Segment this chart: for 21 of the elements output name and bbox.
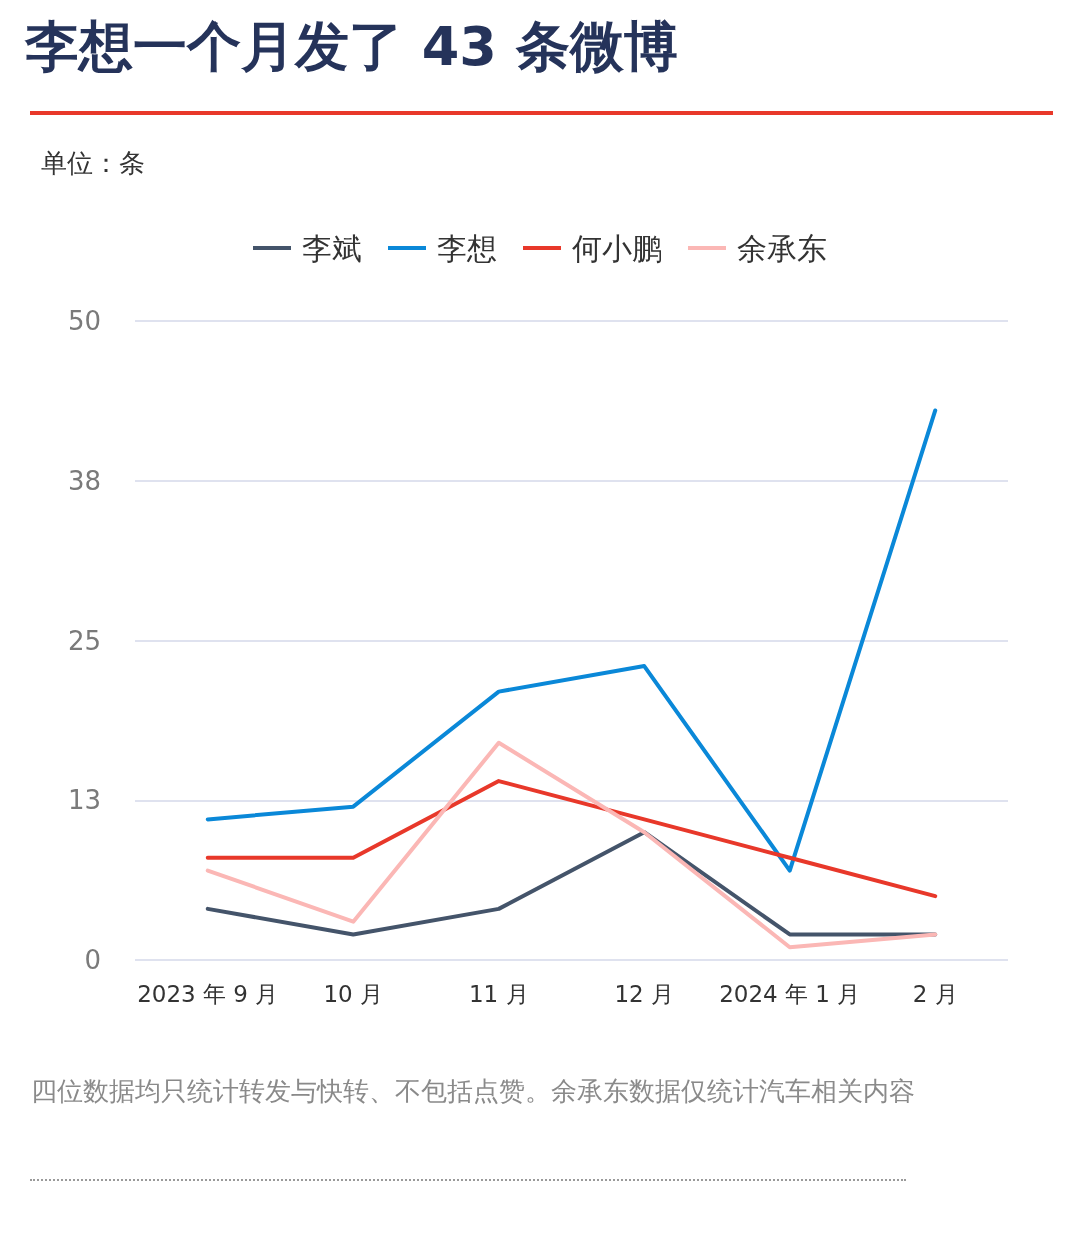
y-tick-label: 50 [67,306,101,336]
x-tick-label: 2 月 [912,980,958,1007]
legend-label: 李斌 [302,230,362,266]
y-tick-label: 38 [67,465,101,496]
line-series [205,779,938,899]
chart-title: 李想一个月发了 43 条微博 [24,14,678,78]
legend-label: 何小鹏 [572,230,662,266]
x-tick-label: 2023 年 9 月 [137,980,279,1007]
legend-label: 余承东 [737,230,827,266]
y-tick-label: 0 [84,945,101,975]
x-tick-label: 10 月 [323,980,384,1007]
x-tick-label: 12 月 [614,980,675,1007]
y-tick-label: 13 [67,785,101,816]
x-tick-label: 2024 年 1 月 [719,980,861,1007]
y-tick-label: 25 [67,625,101,656]
legend-label: 李想 [437,230,497,266]
line-series [205,740,938,950]
text: 四位数据均只统计转发与快转、不包括点赞。余承东数据仅统计汽车相关内容 [31,1076,915,1106]
line-series [205,408,938,873]
x-tick-label: 11 月 [468,980,529,1007]
y-axis-title: 单位：条 [41,148,145,178]
